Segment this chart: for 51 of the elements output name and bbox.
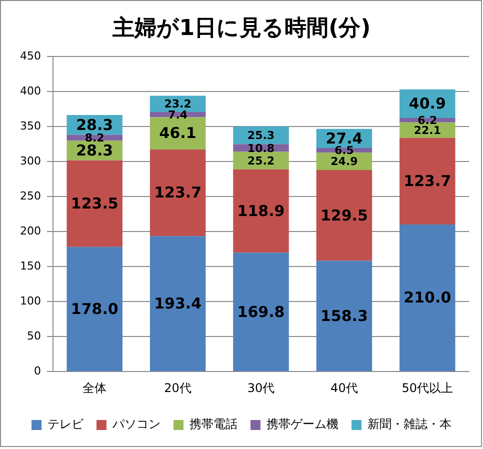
bar [233,252,289,372]
bar [66,160,122,247]
bar [150,149,206,236]
y-tick-label: 250 [20,189,41,202]
x-tick-label: 40代 [330,380,358,395]
data-label: 24.9 [330,155,358,168]
data-label: 28.3 [76,141,114,160]
y-tick-label: 150 [20,259,41,272]
chart-title: 主婦が1日に見る時間(分) [111,14,371,41]
y-tick-label: 400 [20,84,41,98]
data-label: 158.3 [320,306,368,325]
bar [66,246,122,372]
y-tick-label: 50 [26,329,41,342]
data-label: 169.8 [237,302,285,321]
y-tick-label: 300 [20,154,41,168]
y-tick-label: 450 [20,49,41,62]
data-label: 123.5 [70,194,118,213]
data-label: 46.1 [159,124,196,142]
x-tick-label: 50代以上 [402,380,454,395]
data-label: 123.7 [154,184,202,202]
legend-label: 新聞・雑誌・本 [368,417,452,432]
x-tick-label: 30代 [247,380,275,395]
legend-label: テレビ [48,417,84,432]
y-tick-label: 350 [20,119,41,132]
data-label: 118.9 [237,202,285,220]
bar [233,169,289,253]
y-tick-label: 200 [20,224,41,238]
x-tick-label: 20代 [164,380,192,395]
data-label: 25.3 [247,129,275,142]
data-label: 178.0 [70,300,118,318]
data-label: 25.2 [247,154,275,168]
x-tick-label: 全体 [82,380,107,395]
data-label: 10.8 [247,142,275,155]
bar [400,138,456,225]
y-tick-label: 100 [20,294,41,308]
data-label: 123.7 [404,172,452,190]
data-label: 193.4 [154,294,202,313]
legend-label: 携帯電話 [190,417,238,432]
bar [316,260,372,372]
data-label: 40.9 [408,94,446,113]
bar [400,224,456,372]
data-label: 23.2 [164,98,192,111]
y-tick-label: 0 [34,364,41,378]
legend-label: パソコン [112,417,160,432]
legend-label: 携帯ゲーム機 [266,417,338,432]
data-label: 28.3 [76,116,114,134]
bar [316,170,372,261]
data-label: 129.5 [320,206,368,224]
data-label: 7.4 [168,108,188,122]
bar [150,236,206,372]
data-label: 210.0 [404,288,452,307]
